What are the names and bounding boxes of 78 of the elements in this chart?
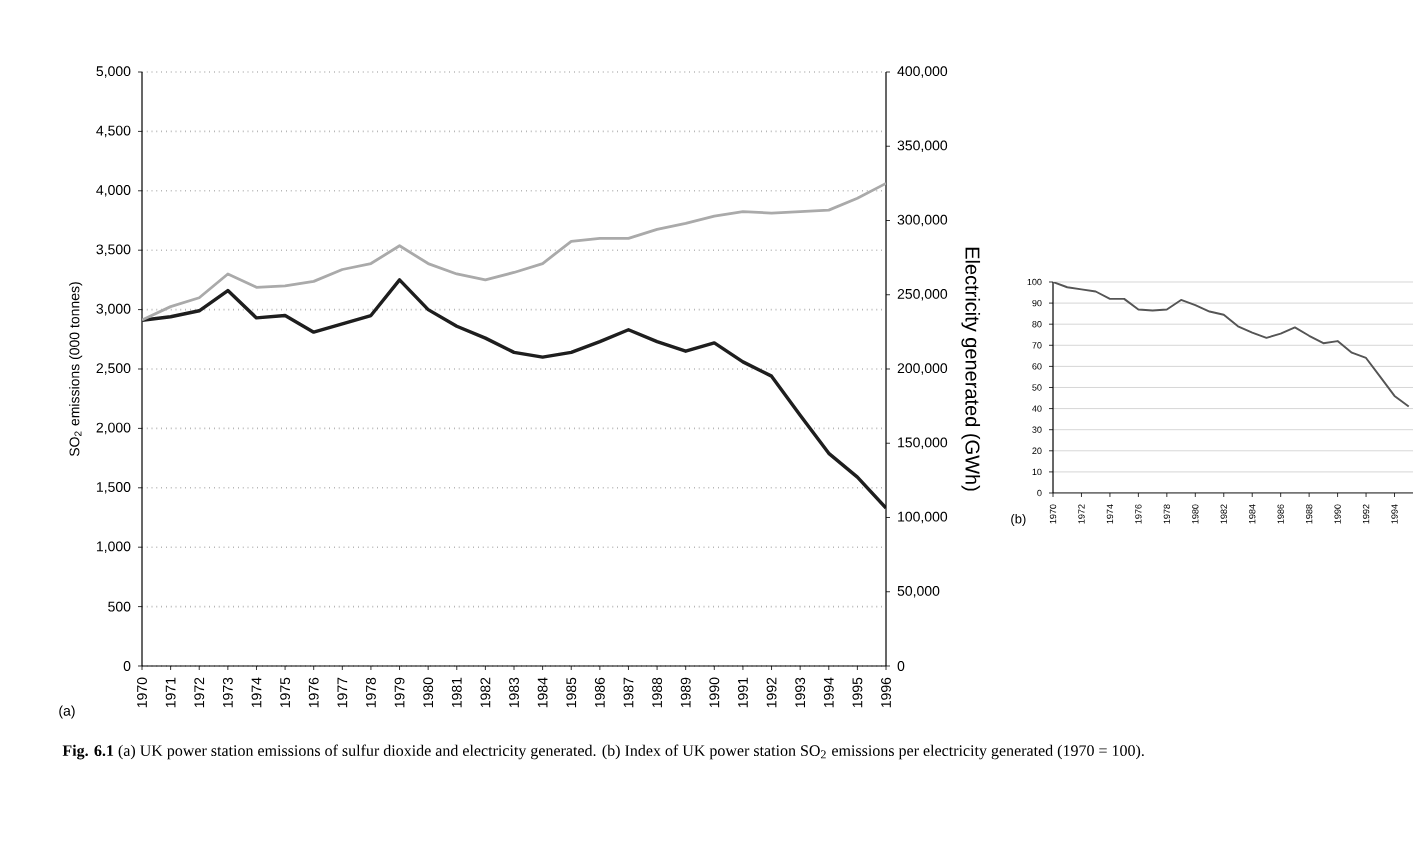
y-tick-label: 80 [1032,321,1042,328]
line-series [142,278,886,510]
y2-tick-label: 50,000 [897,585,940,598]
x-tick-label: 1992 [1362,504,1370,524]
y-tick-label: 30 [1032,426,1042,433]
y-tick-label: 1,000 [96,541,131,553]
x-tick-label: 1990 [709,677,720,708]
x-tick-label: 1991 [737,677,748,708]
y2-tick-label: 300,000 [897,214,948,227]
y2-tick-label: 200,000 [897,363,948,375]
x-tick-label: 1994 [1391,504,1398,524]
y-tick-label: 5,000 [96,66,131,78]
x-tick-label: 1989 [680,677,691,708]
x-tick-label: 1973 [222,677,233,708]
text: Fig. 6.1 (a) UK power station emissions of sulfur dioxide and electricity generated. (b) Index of UK power station SO$_{2}$ emissions per electricity generated (1970 = 100). [62,744,1144,760]
y2-tick-label: 400,000 [897,66,948,78]
y2-tick-label: 0 [897,661,905,671]
y-tick-label: 500 [108,601,131,612]
text: (a) [59,705,75,719]
x-tick-label: 1974 [251,677,262,708]
y2-axis-title: Electricity generated (GWh) [961,247,981,491]
y-tick-label: 0 [1037,489,1042,497]
x-tick-label: 1972 [194,677,205,708]
x-tick-label: 1993 [795,677,806,708]
x-tick-label: 1975 [280,677,291,708]
x-tick-label: 1976 [1135,504,1142,524]
x-tick-label: 1995 [852,677,863,708]
y-tick-label: 100 [1027,278,1042,286]
y-tick-label: 4,000 [96,185,131,197]
y-tick-label: 3,000 [96,303,131,316]
y-axis-title: SO$_{2}$ emissions (000 tonnes) [69,282,83,457]
y-tick-label: 60 [1032,363,1042,370]
x-tick-label: 1987 [623,677,634,708]
x-tick-label: 1976 [308,677,319,708]
x-tick-label: 1971 [165,677,176,708]
x-tick-label: 1977 [337,677,348,708]
x-tick-label: 1970 [137,677,147,708]
y-tick-label: 10 [1032,468,1042,476]
x-tick-label: 1986 [1277,504,1284,524]
y-tick-label: 3,500 [96,244,131,256]
line-series [1053,282,1410,408]
y-tick-label: 2,000 [96,422,131,435]
y-tick-label: 0 [123,661,131,671]
text: (b) [1011,513,1026,527]
x-tick-label: 1990 [1334,504,1341,524]
x-tick-label: 1982 [480,677,491,708]
y-tick-label: 50 [1032,384,1042,391]
x-tick-label: 1974 [1106,504,1114,524]
y-tick-label: 20 [1032,447,1042,454]
x-tick-label: 1988 [652,677,663,708]
x-tick-label: 1996 [881,677,891,708]
x-tick-label: 1994 [823,677,834,708]
x-tick-label: 1983 [509,677,519,708]
y2-tick-label: 100,000 [898,511,948,524]
x-tick-label: 1982 [1220,504,1227,524]
x-tick-label: 1986 [594,677,605,708]
x-tick-label: 1978 [365,677,376,708]
x-tick-label: 1970 [1049,504,1057,524]
y2-tick-label: 150,000 [898,437,948,450]
y-tick-label: 90 [1032,299,1042,307]
x-tick-label: 1981 [451,677,462,708]
y-tick-label: 4,500 [96,125,131,138]
x-tick-label: 1980 [423,677,434,708]
y2-tick-label: 250,000 [897,288,948,301]
x-tick-label: 1980 [1192,504,1199,524]
x-tick-label: 1984 [537,677,548,708]
y-tick-label: 70 [1032,342,1042,349]
y-tick-label: 1,500 [96,482,131,494]
x-tick-label: 1985 [566,677,577,708]
y2-tick-label: 350,000 [897,140,948,153]
x-tick-label: 1972 [1078,504,1085,524]
x-tick-label: 1984 [1249,504,1256,524]
y-tick-label: 2,500 [96,363,131,375]
x-tick-label: 1988 [1305,504,1313,524]
x-tick-label: 1978 [1163,504,1171,524]
x-tick-label: 1979 [394,677,405,708]
y-tick-label: 40 [1032,405,1042,412]
x-tick-label: 1992 [766,677,777,708]
